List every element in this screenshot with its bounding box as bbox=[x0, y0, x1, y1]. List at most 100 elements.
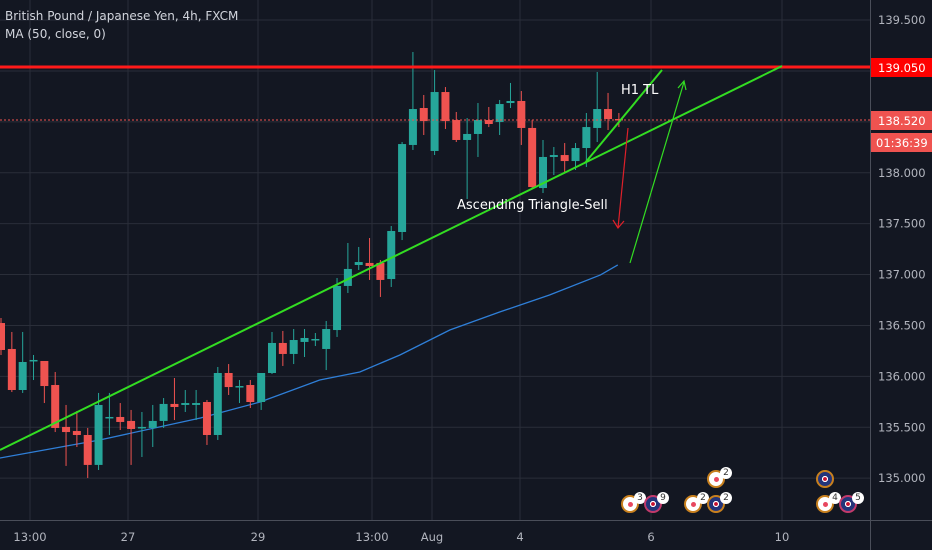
bar-countdown: 01:36:39 bbox=[876, 136, 928, 150]
x-tick-label: 27 bbox=[121, 530, 136, 544]
candle-up bbox=[571, 143, 580, 171]
uk-flag-event-icon[interactable] bbox=[816, 470, 834, 488]
candle-body bbox=[51, 385, 60, 428]
buy-arrow[interactable] bbox=[629, 79, 687, 264]
candle-body bbox=[495, 104, 504, 122]
h1-trendline[interactable] bbox=[584, 69, 663, 164]
candle-down bbox=[484, 106, 493, 128]
candle-body bbox=[0, 323, 5, 350]
candle-body bbox=[365, 262, 374, 267]
candle-body bbox=[170, 403, 179, 407]
x-tick-label: 29 bbox=[251, 530, 266, 544]
candle-body bbox=[376, 262, 385, 280]
candle-down bbox=[202, 399, 211, 445]
y-tick-label: 137.000 bbox=[878, 268, 926, 282]
candle-body bbox=[506, 100, 515, 104]
candle-body bbox=[213, 372, 222, 435]
candle-down bbox=[40, 360, 49, 404]
candle-body bbox=[148, 420, 157, 428]
candle-body bbox=[72, 431, 81, 435]
candle-down bbox=[560, 143, 569, 173]
candle-up bbox=[398, 142, 407, 241]
candle-up bbox=[18, 331, 27, 393]
candle-down bbox=[224, 364, 233, 395]
candle-body bbox=[40, 360, 49, 387]
candle-down bbox=[614, 112, 623, 128]
candle-body bbox=[18, 362, 27, 390]
x-tick-label: 13:00 bbox=[13, 530, 46, 544]
price-axis[interactable]: 139.500 138.000 137.500 137.000 136.500 136.0… bbox=[878, 13, 926, 485]
candle-body bbox=[7, 348, 16, 390]
ascending-trendline[interactable] bbox=[0, 65, 783, 451]
candle-body bbox=[419, 108, 428, 122]
y-tick-label: 137.500 bbox=[878, 217, 926, 231]
ma-line bbox=[0, 264, 619, 459]
candle-up bbox=[430, 70, 439, 156]
pattern-label[interactable]: Ascending Triangle-Sell bbox=[457, 198, 608, 213]
candle-body bbox=[224, 372, 233, 388]
candle-body bbox=[62, 426, 71, 433]
candle-down bbox=[127, 409, 136, 465]
x-tick-label: Aug bbox=[421, 530, 443, 544]
candle-body bbox=[181, 403, 190, 405]
candle-body bbox=[192, 403, 201, 405]
candle-body bbox=[235, 386, 244, 388]
candle-body bbox=[560, 155, 569, 162]
ma-line-group bbox=[0, 264, 619, 459]
candle-up bbox=[235, 380, 244, 404]
h1-tl-label[interactable]: H1 TL bbox=[621, 83, 659, 98]
candle-up bbox=[268, 331, 276, 375]
uk-flag-event-icon[interactable]: 2 bbox=[707, 492, 732, 513]
chart-legend: British Pound / Japanese Yen, 4h, FXCM M… bbox=[5, 7, 238, 43]
ma-indicator-label[interactable]: MA (50, close, 0) bbox=[5, 27, 106, 41]
candle-down bbox=[116, 403, 125, 431]
candle-up bbox=[181, 389, 190, 412]
candle-body bbox=[83, 434, 92, 465]
event-marker-icon[interactable]: 2 bbox=[684, 492, 709, 513]
candle-up bbox=[343, 242, 352, 293]
candle-body bbox=[322, 329, 331, 349]
candle-body bbox=[582, 127, 591, 149]
candle-body bbox=[473, 120, 482, 134]
candle-body bbox=[614, 119, 623, 121]
candle-up bbox=[473, 103, 482, 157]
grid bbox=[0, 0, 870, 520]
svg-text:138.520: 138.520 bbox=[878, 114, 926, 128]
candle-up bbox=[549, 146, 558, 175]
candle-body bbox=[268, 342, 276, 373]
candle-body bbox=[127, 420, 136, 429]
sell-arrow[interactable] bbox=[612, 127, 629, 230]
candle-down bbox=[7, 331, 16, 393]
candle-up bbox=[387, 225, 396, 287]
candle-body bbox=[441, 92, 450, 122]
candle-body bbox=[484, 120, 493, 124]
candle-body bbox=[257, 372, 266, 403]
candle-up bbox=[105, 392, 114, 435]
candle-up bbox=[137, 411, 146, 457]
candle-up bbox=[333, 278, 342, 337]
candle-up bbox=[354, 246, 363, 270]
x-tick-label: 4 bbox=[516, 530, 523, 544]
candle-down bbox=[419, 94, 428, 135]
candle-down bbox=[72, 410, 81, 448]
event-marker-icon[interactable]: 2 bbox=[707, 467, 732, 488]
candle-body bbox=[593, 109, 602, 128]
candle-body bbox=[289, 340, 298, 354]
event-marker-icon[interactable]: 3 bbox=[621, 492, 646, 513]
symbol-title[interactable]: British Pound / Japanese Yen, 4h, FXCM bbox=[5, 9, 239, 23]
uk-flag-event-icon[interactable]: 9 bbox=[644, 492, 669, 513]
last-price-label: 138.520 01:36:39 bbox=[871, 111, 932, 152]
candle-up bbox=[311, 332, 320, 347]
candle-up bbox=[593, 71, 602, 143]
candle-up bbox=[213, 366, 222, 440]
time-axis[interactable]: 13:00 27 29 13:00 Aug 4 6 10 bbox=[13, 530, 789, 544]
candle-body bbox=[333, 285, 342, 331]
event-marker-icon[interactable]: 4 bbox=[816, 492, 841, 513]
y-tick-label: 135.000 bbox=[878, 471, 926, 485]
uk-flag-event-icon[interactable]: 5 bbox=[839, 492, 864, 513]
candle-body bbox=[430, 92, 439, 151]
candle-body bbox=[278, 342, 287, 354]
candle-down bbox=[604, 92, 613, 130]
x-tick-label: 13:00 bbox=[355, 530, 388, 544]
